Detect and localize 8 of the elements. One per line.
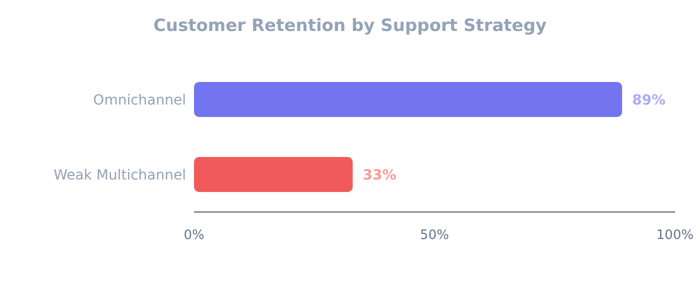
x-tick-label: 50% xyxy=(420,228,449,244)
data-label: 89% xyxy=(632,92,666,108)
y-tick-label: Weak Multichannel xyxy=(54,167,186,184)
y-tick-label: Omnichannel xyxy=(93,92,186,108)
x-tick-label: 0% xyxy=(184,228,204,244)
data-label: 33% xyxy=(362,168,396,184)
x-tick-label: 100% xyxy=(656,228,694,244)
chart-title: Customer Retention by Support Strategy xyxy=(152,16,548,36)
